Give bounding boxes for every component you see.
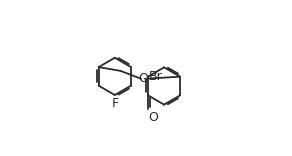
Text: Br: Br (149, 70, 163, 83)
Text: O: O (149, 111, 159, 124)
Text: F: F (111, 97, 118, 110)
Text: O: O (138, 72, 148, 85)
